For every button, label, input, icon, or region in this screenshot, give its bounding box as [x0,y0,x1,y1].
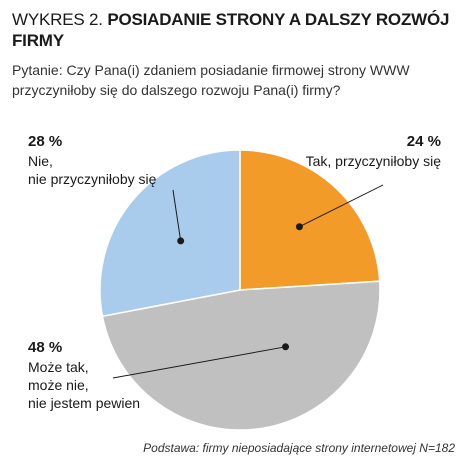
slice-maybe-leader-line [112,346,286,379]
label-yes: 24 % Tak, przyczyniłoby się [306,133,441,170]
label-maybe-text: Może tak, może nie, nie jestem pewien [28,359,141,411]
survey-question: Pytanie: Czy Pana(i) zdaniem posiadanie … [12,62,410,98]
chart-title: WYKRES 2. POSIADANIE STRONY A DALSZY ROZ… [12,9,452,51]
title-main: POSIADANIE STRONY A DALSZY ROZWÓJ FIRMY [12,10,450,50]
slice-maybe-dot [282,343,290,351]
slice-yes [239,149,381,291]
title-prefix: WYKRES 2. [12,10,103,29]
label-no: 28 % Nie, nie przyczyniłoby się [28,133,156,188]
label-maybe: 48 % Może tak, może nie, nie jestem pewi… [28,339,140,412]
label-no-value: 28 % [28,133,63,150]
slice-yes-dot [295,223,303,231]
source-note: Podstawa: firmy nieposiadające strony in… [143,441,455,455]
slice-no [99,149,241,318]
label-yes-text: Tak, przyczyniłoby się [305,153,441,169]
label-no-text: Nie, nie przyczyniłoby się [28,153,157,187]
label-maybe-value: 48 % [28,339,63,356]
slice-no-leader-line [172,189,182,241]
slice-maybe [101,280,381,431]
slice-no-dot [177,237,185,245]
slice-yes-leader-line [299,184,384,228]
label-yes-value: 24 % [406,133,441,150]
